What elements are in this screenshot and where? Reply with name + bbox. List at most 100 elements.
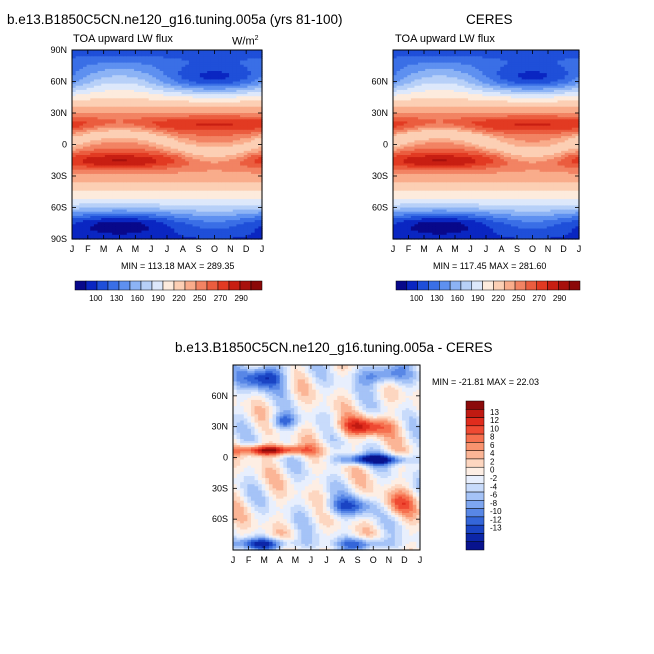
- panel1-heatmap-cell: [72, 173, 77, 177]
- panel1-heatmap-cell: [79, 131, 84, 135]
- panel1-heatmap-cell: [207, 152, 212, 156]
- panel1-heatmap-cell: [123, 119, 128, 122]
- panel1-heatmap-cell: [232, 68, 238, 72]
- panel1-heatmap-cell: [101, 209, 106, 213]
- panel1-heatmap-cell: [163, 79, 168, 83]
- panel1-heatmap-cell: [214, 201, 219, 204]
- panel1-heatmap-cell: [174, 222, 179, 225]
- panel1-heatmap-cell: [192, 180, 197, 183]
- panel1-heatmap-cell: [97, 66, 102, 70]
- panel1-heatmap-cell: [130, 50, 135, 53]
- panel1-heatmap-cell: [86, 98, 91, 101]
- panel1-heatmap-cell: [214, 73, 219, 76]
- panel1-heatmap-cell: [90, 148, 95, 152]
- panel1-heatmap-cell: [86, 81, 91, 85]
- panel2-heatmap-cell: [393, 197, 398, 200]
- panel1-heatmap-cell: [90, 106, 95, 110]
- panel1-heatmap-cell: [119, 194, 124, 198]
- panel1-heatmap-cell: [218, 207, 223, 211]
- panel1-heatmap-cell: [134, 190, 139, 194]
- panel1-heatmap-cell: [243, 60, 248, 64]
- panel1-heatmap-cell: [188, 92, 194, 95]
- panel1-heatmap-cell: [199, 140, 205, 143]
- panel1-heatmap-cell: [145, 58, 150, 62]
- panel1-heatmap-cell: [90, 188, 95, 192]
- panel2-heatmap-cell: [396, 136, 401, 139]
- panel1-heatmap-cell: [229, 230, 234, 234]
- panel1-heatmap-cell: [177, 146, 183, 150]
- panel1-heatmap-cell: [258, 194, 263, 198]
- panel2-heatmap-cell: [396, 163, 401, 167]
- panel1-heatmap-cell: [104, 56, 110, 59]
- panel1-heatmap-cell: [163, 190, 168, 194]
- panel1-heatmap-cell: [174, 58, 179, 62]
- panel1-heatmap-cell: [203, 176, 208, 179]
- panel1-heatmap-cell: [101, 56, 106, 59]
- panel1-heatmap-cell: [188, 159, 194, 162]
- panel1-heatmap-cell: [119, 201, 124, 204]
- panel1-heatmap-cell: [210, 192, 216, 196]
- panel1-heatmap-cell: [90, 89, 95, 93]
- panel2-heatmap-cell: [396, 54, 401, 57]
- panel1-heatmap-cell: [152, 58, 157, 62]
- panel1-heatmap-cell: [225, 171, 230, 175]
- panel1-heatmap-cell: [229, 159, 234, 162]
- panel1-heatmap-cell: [192, 148, 197, 152]
- panel1-heatmap-cell: [218, 220, 223, 223]
- panel1-heatmap-cell: [159, 75, 164, 78]
- panel1-heatmap-cell: [152, 94, 157, 97]
- panel1-heatmap-cell: [79, 123, 84, 127]
- panel1-heatmap-cell: [199, 119, 205, 122]
- panel1-heatmap-cell: [163, 131, 168, 135]
- panel1-heatmap-cell: [167, 222, 172, 225]
- panel1-heatmap-cell: [232, 176, 238, 179]
- panel1-heatmap-cell: [72, 199, 77, 202]
- panel1-heatmap-cell: [104, 115, 110, 118]
- panel1-heatmap-cell: [156, 62, 161, 66]
- panel2-heatmap-cell: [393, 207, 398, 211]
- panel1-heatmap-cell: [229, 201, 234, 204]
- panel1-heatmap-cell: [159, 159, 164, 162]
- panel1-heatmap-cell: [101, 205, 106, 209]
- panel2-heatmap-cell: [396, 178, 401, 181]
- panel1-heatmap-cell: [148, 79, 153, 83]
- panel1-heatmap-cell: [93, 188, 99, 192]
- panel1-heatmap-cell: [97, 201, 102, 204]
- panel1-heatmap-cell: [104, 194, 110, 198]
- panel1-heatmap-cell: [236, 163, 241, 167]
- panel1-heatmap-cell: [152, 190, 157, 194]
- panel1-heatmap-cell: [126, 224, 132, 227]
- panel2-heatmap-cell: [400, 121, 405, 125]
- panel1-heatmap-cell: [104, 178, 110, 181]
- panel1-heatmap-cell: [207, 94, 212, 97]
- panel1-heatmap-cell: [137, 87, 143, 91]
- panel2-heatmap-cell: [396, 106, 401, 110]
- panel1-heatmap-cell: [123, 215, 128, 219]
- panel1-heatmap-cell: [232, 220, 238, 223]
- panel1-heatmap-cell: [112, 201, 117, 204]
- panel1-heatmap-cell: [123, 125, 128, 129]
- panel1-heatmap-cell: [97, 144, 102, 148]
- panel1-heatmap-cell: [196, 73, 201, 76]
- panel1-heatmap-cell: [181, 224, 186, 227]
- panel2-heatmap-cell: [396, 71, 401, 74]
- panel1-heatmap-cell: [207, 182, 212, 185]
- panel1-heatmap-cell: [232, 152, 238, 156]
- panel1-heatmap-cell: [251, 146, 256, 150]
- panel1-heatmap-cell: [199, 165, 205, 169]
- panel1-heatmap-cell: [240, 215, 245, 219]
- panel1-heatmap-cell: [218, 150, 223, 154]
- panel1-heatmap-cell: [240, 123, 245, 127]
- panel2-heatmap-cell: [396, 171, 401, 175]
- panel1-heatmap-cell: [251, 144, 256, 148]
- panel1-heatmap-cell: [258, 228, 263, 232]
- panel1-heatmap-cell: [72, 68, 77, 72]
- panel1-heatmap-cell: [97, 73, 102, 76]
- panel1-heatmap-cell: [240, 119, 245, 122]
- panel1-heatmap-cell: [196, 131, 201, 135]
- panel1-heatmap-cell: [126, 52, 132, 55]
- panel1-heatmap-cell: [251, 165, 256, 169]
- panel1-heatmap-cell: [225, 106, 230, 110]
- panel2-heatmap-cell: [396, 234, 401, 238]
- panel1-heatmap-cell: [101, 167, 106, 171]
